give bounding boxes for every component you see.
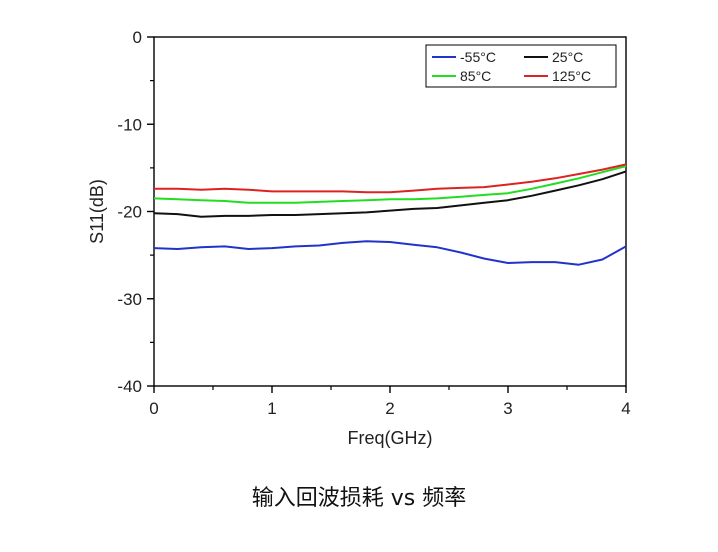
y-tick-label: -30 bbox=[117, 290, 142, 309]
legend: -55°C 25°C 85°C 125°C bbox=[425, 44, 617, 88]
y-tick-label: -10 bbox=[117, 115, 142, 134]
x-tick-label: 1 bbox=[267, 399, 276, 418]
series-line-3 bbox=[154, 163, 627, 194]
legend-label: -55°C bbox=[460, 49, 496, 65]
x-tick-label: 4 bbox=[621, 399, 630, 418]
series-layer bbox=[153, 163, 627, 266]
axes: 0 -10 -20 -30 -40 0 1 2 3 4 Freq(GHz) S11(dB) bbox=[87, 28, 631, 448]
series-line-2 bbox=[153, 165, 627, 204]
s11-chart: 0 -10 -20 -30 -40 0 1 2 3 4 Freq(GHz) S11(dB) -55°C… bbox=[87, 28, 631, 448]
legend-box bbox=[425, 44, 617, 88]
x-tick-label: 0 bbox=[149, 399, 158, 418]
x-tick-label: 2 bbox=[385, 399, 394, 418]
y-tick-label: -40 bbox=[117, 377, 142, 396]
series-line-0 bbox=[153, 240, 627, 266]
legend-label: 125°C bbox=[552, 68, 591, 84]
y-axis-label: S11(dB) bbox=[87, 179, 107, 244]
x-axis-label: Freq(GHz) bbox=[348, 428, 433, 448]
legend-label: 85°C bbox=[460, 68, 491, 84]
figure-caption: 输入回波损耗 vs 频率 bbox=[251, 486, 467, 511]
series-line-1 bbox=[153, 170, 627, 218]
legend-label: 25°C bbox=[552, 49, 583, 65]
y-tick-label: 0 bbox=[133, 28, 142, 47]
y-tick-label: -20 bbox=[117, 203, 142, 222]
x-tick-label: 3 bbox=[503, 399, 512, 418]
